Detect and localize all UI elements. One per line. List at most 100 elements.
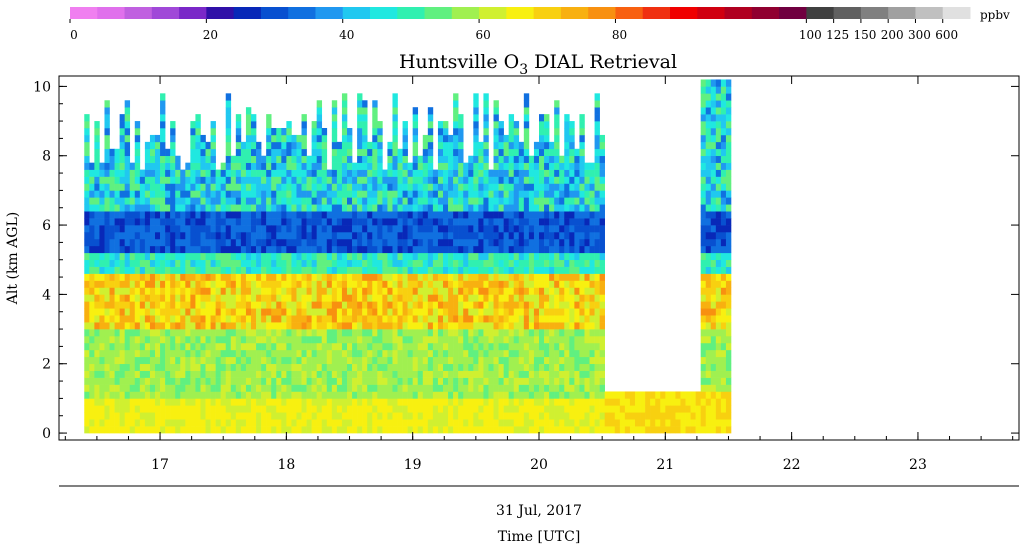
heatmap-cell — [185, 384, 191, 392]
heatmap-cell — [705, 211, 712, 219]
heatmap-cell — [458, 294, 464, 302]
heatmap-cell — [498, 308, 504, 316]
heatmap-cell — [549, 329, 555, 337]
heatmap-cell — [104, 294, 110, 302]
heatmap-cell — [725, 114, 732, 122]
heatmap-cell — [200, 252, 206, 261]
heatmap-cell — [165, 301, 171, 309]
heatmap-cell — [170, 356, 176, 365]
heatmap-cell — [483, 211, 489, 219]
heatmap-cell — [523, 197, 530, 205]
heatmap-cell — [437, 141, 444, 150]
heatmap-cell — [589, 280, 595, 288]
heatmap-cell — [119, 412, 125, 420]
heatmap-cell — [347, 176, 353, 184]
heatmap-cell — [362, 218, 368, 226]
heatmap-cell — [220, 322, 227, 330]
heatmap-cell — [397, 287, 403, 295]
heatmap-cell — [478, 301, 484, 309]
heatmap-cell — [412, 363, 419, 371]
heatmap-cell — [165, 315, 171, 323]
heatmap-cell — [437, 169, 444, 177]
heatmap-cell — [493, 273, 499, 281]
heatmap-cell — [488, 301, 494, 309]
heatmap-cell — [705, 162, 712, 170]
heatmap-cell — [190, 280, 196, 288]
heatmap-cell — [367, 273, 373, 281]
colorbar-swatch — [315, 7, 344, 19]
heatmap-cell — [276, 419, 282, 427]
heatmap-cell — [705, 79, 712, 87]
heatmap-cell — [165, 294, 171, 302]
heatmap-cell — [331, 232, 338, 240]
heatmap-cell — [367, 197, 373, 205]
heatmap-cell — [432, 370, 439, 378]
heatmap-cell — [104, 419, 110, 427]
heatmap-cell — [387, 232, 393, 240]
heatmap-cell — [240, 294, 247, 302]
heatmap-cell — [432, 169, 439, 177]
heatmap-cell — [443, 412, 449, 420]
heatmap-cell — [316, 273, 323, 281]
heatmap-cell — [281, 162, 287, 170]
heatmap-cell — [347, 252, 353, 261]
heatmap-cell — [443, 377, 449, 385]
heatmap-cell — [367, 308, 373, 316]
heatmap-cell — [523, 294, 530, 302]
heatmap-cell — [331, 218, 338, 226]
heatmap-cell — [296, 204, 302, 212]
heatmap-cell — [256, 238, 262, 247]
heatmap-cell — [584, 294, 590, 302]
heatmap-cell — [301, 204, 307, 212]
heatmap-cell — [427, 176, 434, 184]
heatmap-cell — [84, 356, 90, 365]
heatmap-cell — [286, 349, 292, 358]
heatmap-cell — [261, 342, 267, 351]
heatmap-cell — [448, 308, 454, 316]
heatmap-cell — [478, 204, 484, 212]
heatmap-cell — [331, 287, 338, 295]
heatmap-cell — [291, 377, 297, 385]
heatmap-cell — [417, 412, 424, 420]
heatmap-cell — [291, 363, 297, 371]
heatmap-cell — [215, 419, 221, 427]
heatmap-cell — [518, 294, 525, 302]
heatmap-cell — [261, 336, 267, 344]
heatmap-cell — [230, 398, 237, 406]
heatmap-cell — [149, 391, 156, 399]
heatmap-cell — [513, 218, 520, 226]
heatmap-cell — [397, 405, 403, 413]
heatmap-cell — [564, 232, 570, 240]
heatmap-cell — [488, 294, 494, 302]
heatmap-cell — [710, 329, 717, 337]
heatmap-cell — [705, 100, 712, 108]
heatmap-cell — [463, 419, 469, 427]
heatmap-cell — [210, 329, 216, 337]
heatmap-cell — [453, 266, 459, 274]
heatmap-cell — [710, 419, 717, 427]
heatmap-cell — [220, 287, 227, 295]
heatmap-cell — [594, 114, 600, 122]
heatmap-cell — [341, 148, 348, 157]
heatmap-cell — [195, 363, 201, 371]
heatmap-cell — [594, 238, 600, 247]
heatmap-cell — [220, 308, 227, 316]
heatmap-cell — [544, 280, 550, 288]
heatmap-cell — [316, 266, 323, 274]
heatmap-cell — [559, 211, 565, 219]
heatmap-cell — [301, 121, 307, 129]
heatmap-cell — [518, 183, 525, 191]
heatmap-cell — [463, 322, 469, 330]
heatmap-cell — [230, 266, 237, 274]
heatmap-cell — [533, 342, 540, 351]
heatmap-cell — [210, 405, 216, 413]
heatmap-cell — [195, 377, 201, 385]
heatmap-cell — [347, 329, 353, 337]
heatmap-cell — [609, 391, 616, 399]
heatmap-cell — [432, 294, 439, 302]
heatmap-cell — [220, 211, 227, 219]
heatmap-cell — [503, 211, 509, 219]
heatmap-cell — [710, 391, 717, 399]
heatmap-cell — [574, 183, 580, 191]
heatmap-cell — [473, 287, 479, 295]
